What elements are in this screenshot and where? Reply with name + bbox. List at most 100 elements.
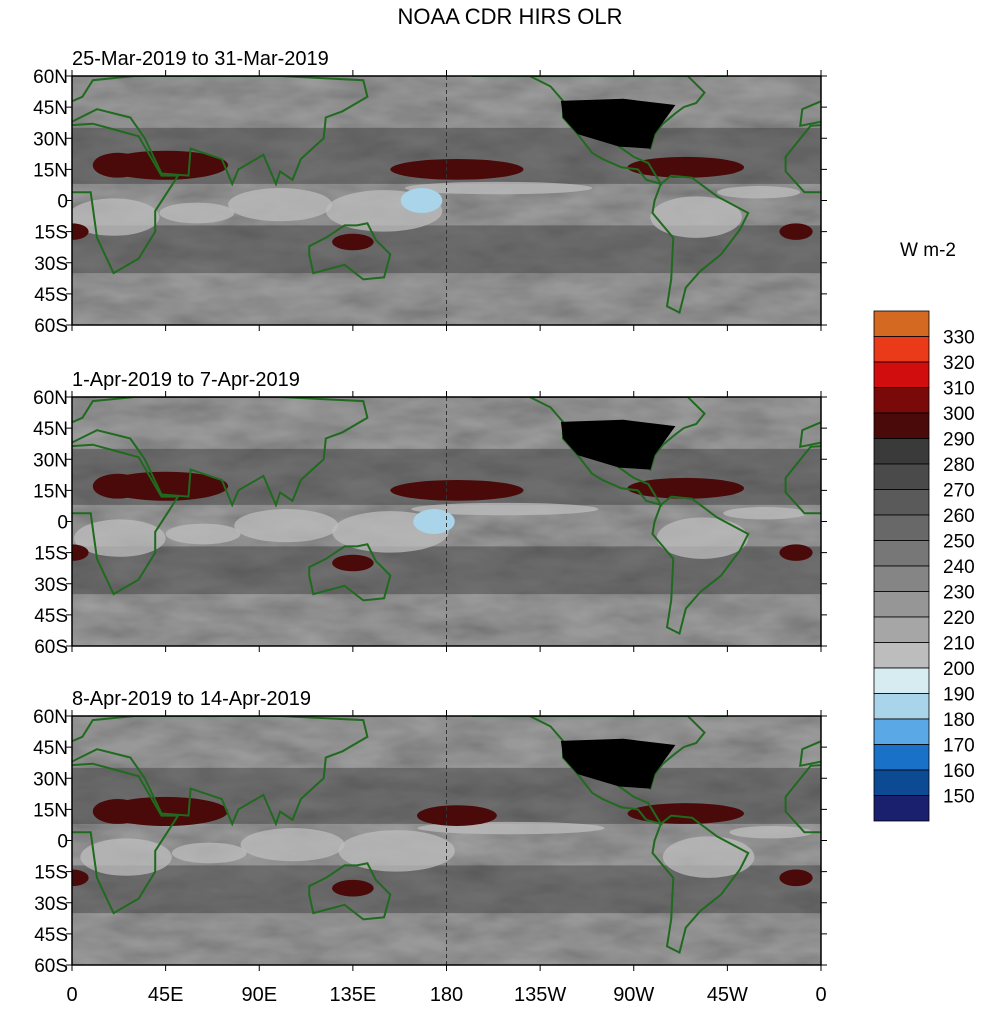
y-tick-label: 15N [33,481,68,502]
y-tick-label: 30S [34,575,68,596]
y-tick-label: 60S [34,316,68,337]
colorbar: 330 320 310 300 290 280 270 260 250 240 230 220 210 2… [873,240,975,822]
colorbar-label: 210 [943,634,975,655]
high-olr-zone [332,233,374,251]
high-olr-zone [72,544,89,561]
y-tick-label: 0 [57,192,68,213]
panel-subtitle: 8-Apr-2019 to 14-Apr-2019 [72,688,311,710]
y-tick-label: 60N [33,388,68,409]
coastline-africa [784,764,821,834]
deep-convection [413,509,455,534]
y-tick-label: 0 [57,513,68,534]
coastline-australia [308,862,392,921]
convection-zone [80,838,172,876]
coastline-south-america [651,814,750,954]
coastline-greenland [704,76,729,77]
colorbar-label: 240 [943,557,975,578]
y-tick-label: 15S [34,223,68,244]
convection-zone [338,830,455,872]
convection-zone [729,825,813,839]
colorbar-label: 310 [943,379,975,400]
high-olr-zone [779,223,813,240]
high-olr-zone [332,554,374,572]
y-tick-label: 30N [33,769,68,790]
colorbar-label: 220 [943,608,975,629]
convection-zone [234,509,339,543]
coastline-eurasia [72,76,369,187]
high-olr-zone [627,477,745,499]
y-tick-label: 30N [33,450,68,471]
high-olr-zone [779,544,813,561]
y-tick-label: 60S [34,637,68,658]
colorbar-label: 180 [943,710,975,731]
coastline-greenland [704,397,729,398]
colorbar-label: 260 [943,506,975,527]
x-tick-label: 90W [613,984,654,1006]
convection-zone [159,202,235,224]
x-tick-label: 180 [430,984,463,1006]
colorbar-swatch [873,565,930,592]
colorbar-label: 280 [943,455,975,476]
x-tick-label: 0 [815,984,826,1006]
y-tick-label: 45S [34,285,68,306]
y-tick-label: 60N [33,707,68,728]
high-olr-zone [332,879,374,897]
colorbar-swatch [873,463,930,490]
y-tick-label: 15N [33,800,68,821]
colorbar-label: 150 [943,787,975,808]
colorbar-swatch [873,718,930,745]
colorbar-label: 230 [943,583,975,604]
y-tick-label: 15N [33,160,68,181]
colorbar-swatch [873,489,930,516]
coastline-australia [308,222,392,281]
us-region [560,98,676,149]
convection-zone [240,828,345,862]
x-tick-label: 135E [330,984,377,1006]
y-tick-label: 30N [33,129,68,150]
coastline-africa [72,443,180,596]
colorbar-swatch [873,667,930,694]
high-olr-zone [92,473,143,499]
colorbar-label: 330 [943,328,975,349]
colorbar-swatch [873,744,930,771]
y-tick-label: 15S [34,544,68,565]
y-tick-label: 0 [57,832,68,853]
high-olr-zone [390,159,524,180]
colorbar-swatch [873,310,930,337]
panel-subtitle: 1-Apr-2019 to 7-Apr-2019 [72,369,300,391]
colorbar-label: 250 [943,532,975,553]
colorbar-label: 320 [943,353,975,374]
y-tick-label: 60N [33,67,68,88]
high-olr-zone [390,480,524,501]
high-olr-zone [627,803,745,824]
colorbar-swatch [873,591,930,618]
olr-field [72,397,821,646]
y-tick-label: 15S [34,863,68,884]
y-tick-label: 45N [33,419,68,440]
deep-convection [400,188,443,213]
y-tick-label: 60S [34,956,68,977]
x-tick-label: 90E [241,984,277,1006]
x-tick-label: 135W [514,984,566,1006]
figure-title: NOAA CDR HIRS OLR [398,4,623,29]
colorbar-swatch [873,514,930,541]
y-tick-label: 30S [34,894,68,915]
coastline-eurasia [799,100,821,128]
colorbar-label: 300 [943,404,975,425]
colorbar-swatch [873,693,930,720]
colorbar-swatch [873,438,930,465]
coastline-africa [784,124,821,194]
convection-zone [716,185,801,199]
olr-field [72,716,821,965]
convection-zone [404,181,593,195]
y-tick-label: 30S [34,254,68,275]
y-tick-label: 45S [34,606,68,627]
coastline-africa [784,445,821,515]
convection-zone [723,506,807,520]
coastline-south-america [651,174,750,314]
coastline-south-america [651,495,750,635]
high-olr-zone [627,156,745,178]
coastline-australia [308,543,392,602]
